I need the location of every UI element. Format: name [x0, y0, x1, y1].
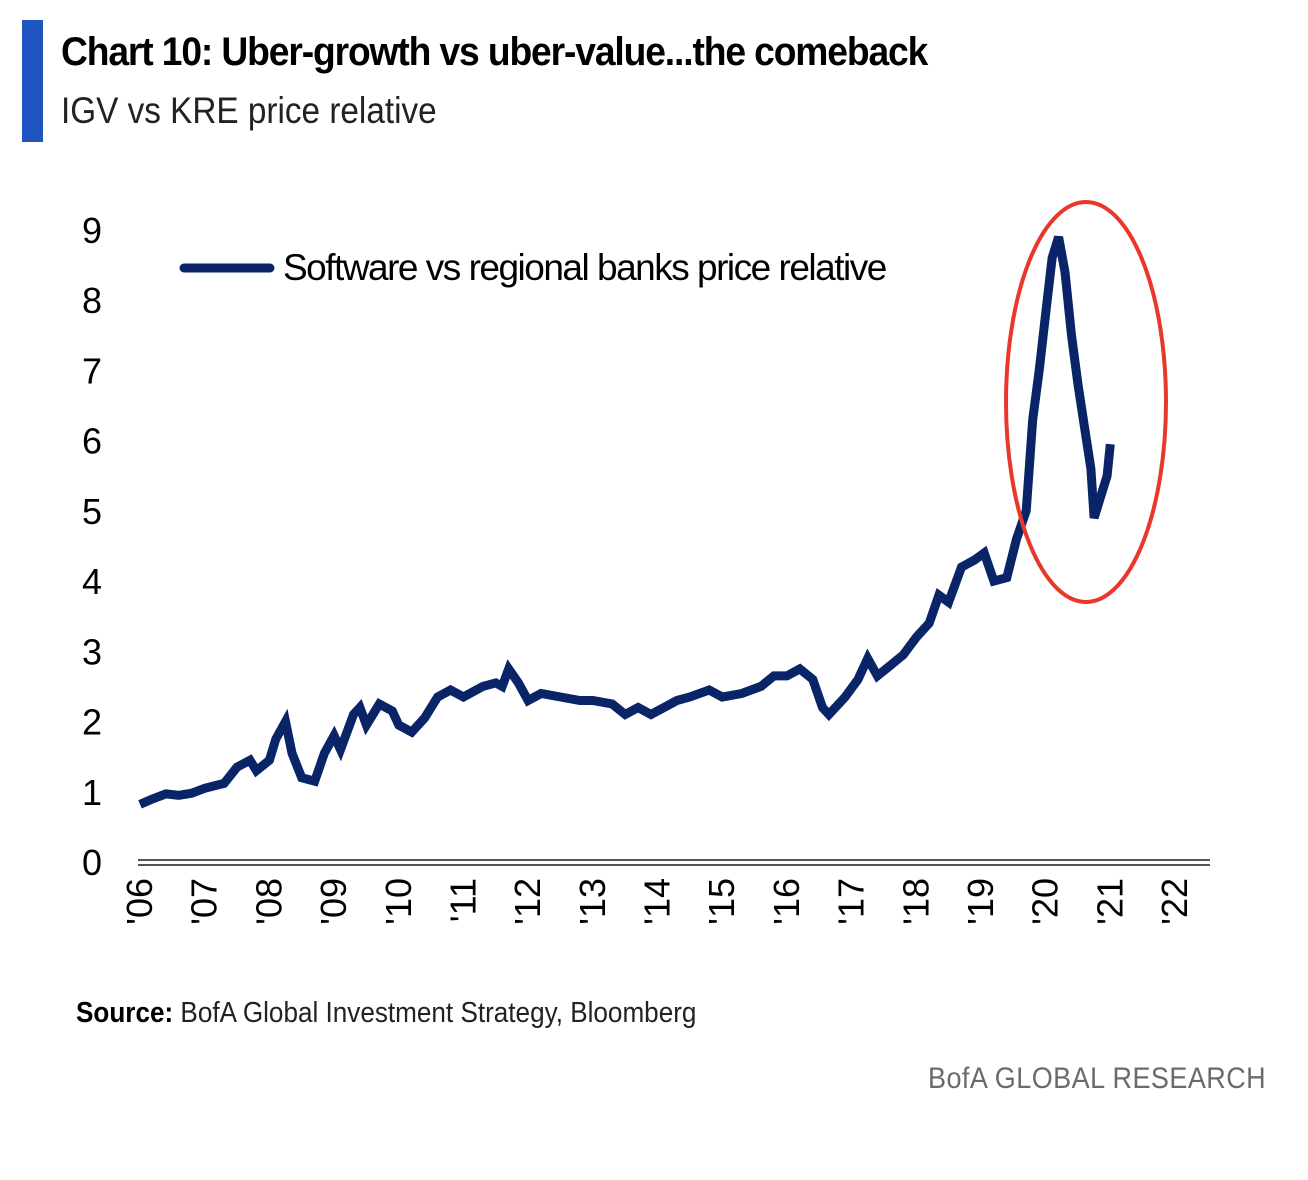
source-text: BofA Global Investment Strategy, Bloombe…	[173, 997, 697, 1029]
chart-title: Chart 10: Uber-growth vs uber-value...th…	[61, 30, 928, 74]
y-tick-label: 5	[82, 491, 102, 532]
y-tick-label: 6	[82, 421, 102, 462]
source-label: Source:	[76, 997, 174, 1029]
source-note: Source: BofA Global Investment Strategy,…	[76, 997, 696, 1030]
legend-label: Software vs regional banks price relativ…	[283, 247, 886, 288]
x-tick-label: '14	[637, 878, 678, 925]
y-tick-label: 8	[82, 280, 102, 321]
x-tick-label: '08	[248, 878, 289, 925]
x-tick-label: '18	[895, 878, 936, 925]
x-tick-label: '11	[442, 878, 483, 922]
x-tick-label: '22	[1154, 878, 1195, 925]
x-axis-baseline	[138, 859, 1210, 866]
x-tick-label: '17	[831, 878, 872, 925]
legend: Software vs regional banks price relativ…	[179, 247, 887, 288]
highlight-ellipse	[1004, 200, 1168, 604]
x-tick-label: '07	[184, 878, 225, 925]
y-tick-label: 2	[82, 702, 102, 743]
x-tick-label: '13	[572, 878, 613, 925]
x-tick-label: '21	[1089, 878, 1130, 925]
x-tick-label: '20	[1025, 878, 1066, 925]
x-tick-label: '12	[507, 878, 548, 925]
y-tick-label: 3	[82, 631, 102, 672]
series-line-software-vs-regional-banks	[138, 235, 1115, 809]
y-tick-label: 1	[82, 772, 102, 813]
x-tick-label: '15	[701, 878, 742, 925]
brand-label: BofA GLOBAL RESEARCH	[928, 1062, 1267, 1095]
y-tick-label: 4	[82, 561, 102, 602]
y-tick-label: 7	[82, 350, 102, 391]
x-tick-label: '10	[378, 878, 419, 925]
x-tick-label: '06	[119, 878, 160, 925]
x-axis-ticks: '06 '07 '08 '09 '10 '11 '12 '13 '14 '15 '16 '17 '18 '…	[119, 878, 1195, 925]
y-tick-label: 0	[82, 842, 102, 883]
x-tick-label: '16	[766, 878, 807, 925]
chart-subtitle: IGV vs KRE price relative	[61, 90, 437, 131]
x-tick-label: '09	[313, 878, 354, 925]
y-axis-ticks: 0 1 2 3 4 5 6 7 8 9	[82, 210, 102, 883]
title-accent-bar	[22, 20, 43, 142]
y-tick-label: 9	[82, 210, 102, 251]
x-tick-label: '19	[960, 878, 1001, 925]
